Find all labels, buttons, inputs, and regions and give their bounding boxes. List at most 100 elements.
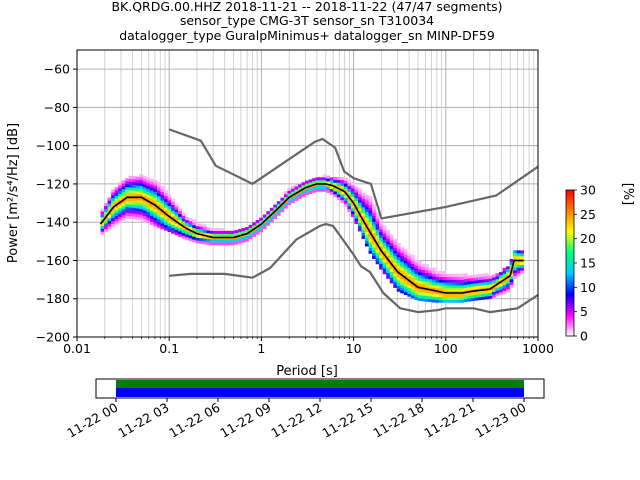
density-cell: [499, 289, 503, 293]
density-cell: [488, 284, 493, 288]
density-cell: [354, 198, 359, 202]
density-cell: [319, 185, 324, 189]
density-cell: [153, 197, 158, 201]
density-cell: [421, 289, 426, 293]
chart-title-line-2: sensor_type CMG-3T sensor_sn T310034: [180, 13, 434, 28]
density-cell: [446, 293, 450, 298]
density-cell: [227, 230, 232, 234]
density-cell: [368, 198, 373, 203]
density-cell: [502, 287, 507, 291]
density-cell: [354, 200, 359, 204]
density-cell: [463, 293, 468, 297]
density-cell: [400, 261, 405, 265]
density-cell: [294, 195, 299, 199]
colorbar-gradient: [565, 189, 575, 337]
density-cell: [231, 233, 235, 237]
timeline-tick-label: 11-22 12: [268, 400, 324, 441]
density-cell: [368, 236, 373, 240]
density-cell: [142, 192, 147, 197]
density-cell: [357, 188, 362, 192]
density-cell: [185, 222, 189, 226]
density-cell: [365, 211, 369, 215]
density-cell: [365, 214, 369, 218]
density-cell: [329, 177, 334, 181]
density-cell: [231, 242, 235, 246]
density-cell: [104, 211, 108, 215]
density-cell: [495, 276, 500, 280]
density-cell: [365, 240, 369, 244]
density-cell: [393, 261, 398, 265]
density-cell: [336, 182, 341, 186]
density-cell: [213, 239, 218, 243]
density-cell: [238, 231, 242, 235]
density-cell: [185, 228, 189, 232]
density-cell: [435, 291, 440, 295]
density-cell: [139, 174, 144, 178]
density-cell: [407, 284, 412, 289]
density-cell: [428, 293, 433, 297]
density-cell: [276, 209, 281, 213]
density-cell: [389, 240, 394, 244]
density-cell: [266, 211, 271, 215]
density-cell: [382, 245, 387, 249]
density-cell: [178, 210, 182, 215]
density-cell: [171, 210, 175, 214]
density-cell: [357, 202, 362, 206]
density-cell: [410, 278, 415, 282]
density-cell: [435, 273, 440, 277]
density-cell: [107, 209, 112, 213]
density-cell: [111, 189, 115, 193]
density-cell: [375, 229, 380, 233]
density-cell: [449, 273, 454, 277]
density-cell: [164, 195, 168, 200]
density-cell: [135, 176, 140, 180]
density-cell: [379, 257, 383, 261]
density-cell: [428, 290, 433, 294]
density-cell: [435, 288, 440, 292]
density-cell: [220, 233, 225, 237]
density-cell: [209, 233, 214, 237]
density-cell: [276, 203, 281, 208]
density-cell: [255, 220, 260, 224]
mode-curve: [99, 183, 524, 294]
density-cell: [432, 279, 436, 283]
density-cell: [403, 289, 408, 293]
density-cell: [484, 279, 489, 283]
density-cell: [361, 235, 366, 239]
x-tick-label: 1000: [522, 341, 554, 356]
density-cell: [252, 231, 257, 235]
density-cell: [513, 261, 517, 265]
density-cell: [280, 209, 285, 213]
density-cell: [453, 273, 458, 277]
density-cell: [382, 239, 387, 243]
density-cell: [495, 293, 500, 297]
density-cell: [135, 188, 140, 192]
density-cell: [195, 240, 200, 244]
density-cell: [350, 205, 355, 209]
density-cell: [125, 209, 130, 213]
density-cell: [474, 294, 479, 298]
density-cell: [114, 213, 119, 217]
density-cell: [372, 250, 376, 254]
density-cell: [375, 241, 380, 245]
density-cell: [516, 256, 521, 260]
density-cell: [146, 205, 151, 209]
psd-axes: 0.01 0.1 1 10 100 1000 −200 −180 −160 −140 −120 −1…: [36, 49, 554, 356]
density-cell: [354, 186, 359, 190]
density-cell: [347, 185, 352, 189]
density-cell: [421, 278, 426, 282]
density-cell: [128, 204, 133, 208]
density-cell: [372, 204, 376, 208]
density-cell: [393, 279, 398, 283]
density-cell: [417, 289, 422, 293]
density-cell: [139, 182, 144, 186]
density-cell: [453, 288, 458, 292]
density-cell: [142, 178, 147, 182]
density-cell: [231, 239, 235, 243]
density-cell: [403, 283, 408, 287]
density-cell: [135, 182, 140, 186]
density-cell: [252, 233, 257, 237]
density-cell: [368, 204, 373, 208]
density-cell: [361, 221, 366, 225]
